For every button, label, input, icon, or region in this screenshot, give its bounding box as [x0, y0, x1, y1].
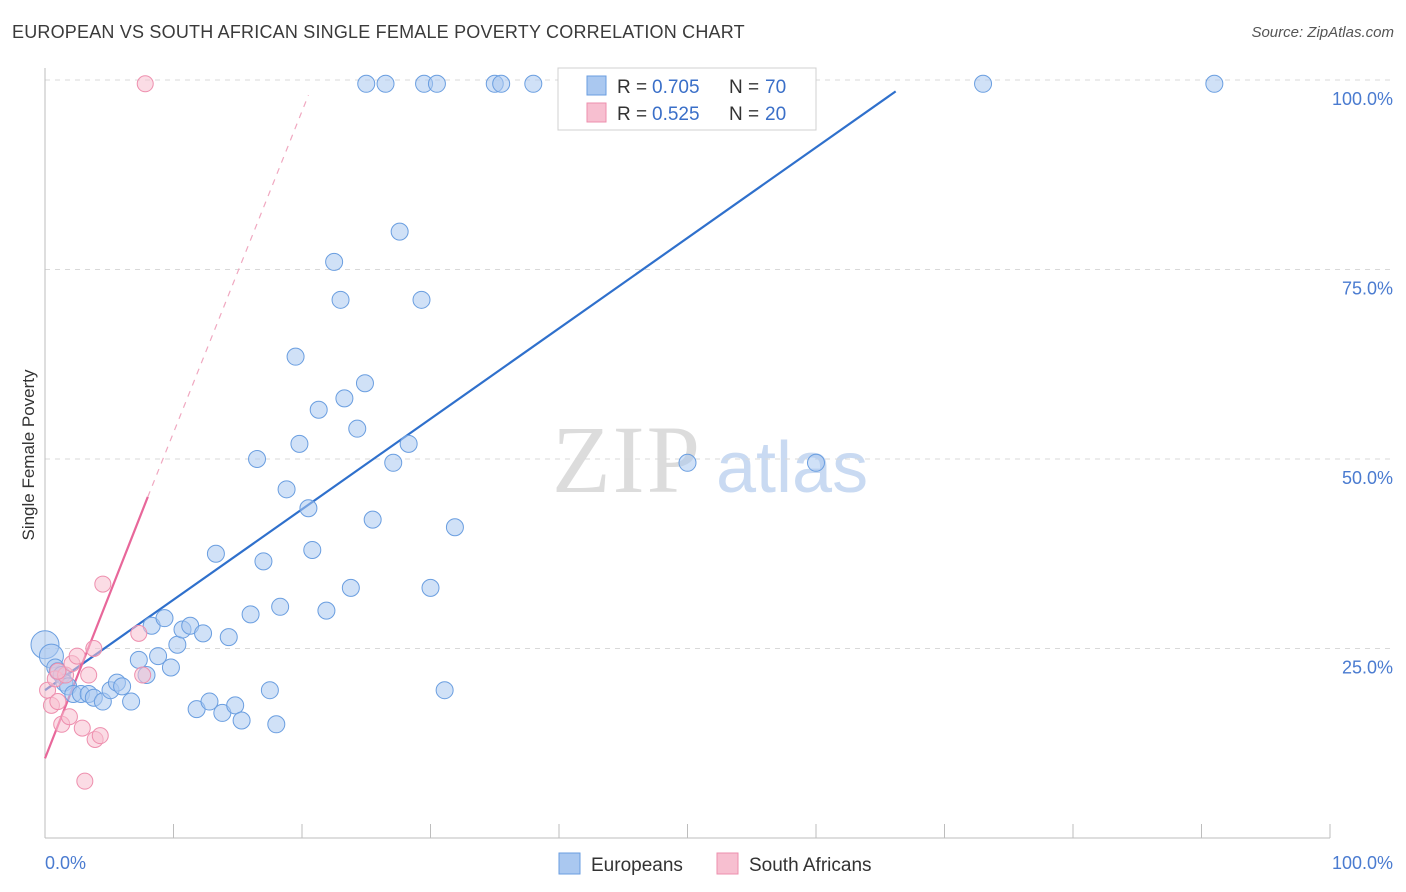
point-south-africans: [49, 693, 67, 711]
point-europeans: [113, 677, 132, 696]
point-europeans: [348, 419, 367, 438]
point-south-africans: [94, 575, 112, 593]
y-tick-label: 25.0%: [1342, 658, 1393, 678]
point-europeans: [421, 578, 440, 597]
legend-europeans-swatch: [558, 852, 581, 875]
point-europeans: [248, 450, 267, 468]
point-south-africans: [60, 708, 78, 726]
y-tick-label: 50.0%: [1342, 468, 1393, 488]
point-south-africans: [130, 624, 148, 642]
trend-lines: [43, 90, 897, 759]
point-europeans: [219, 628, 238, 647]
legend-south-africans-swatch: [716, 852, 739, 875]
legend-swatch-south-africans: [586, 102, 607, 123]
watermark-atlas: atlas: [716, 428, 868, 508]
point-europeans: [241, 605, 260, 624]
point-europeans: [206, 544, 225, 563]
point-europeans: [277, 480, 296, 499]
point-south-africans: [73, 719, 91, 737]
data-points: [30, 74, 1224, 790]
point-europeans: [290, 434, 309, 453]
legend-r-value-1: 0.705: [652, 77, 700, 98]
point-europeans: [335, 389, 354, 408]
point-europeans: [399, 434, 418, 453]
legend-europeans-label: Europeans: [591, 855, 683, 876]
point-europeans: [445, 518, 464, 537]
point-europeans: [129, 650, 148, 669]
point-south-africans: [91, 727, 109, 745]
trend-line-south-africans-extended: [147, 94, 309, 498]
point-europeans: [435, 681, 454, 700]
point-europeans: [341, 578, 360, 597]
point-south-africans: [136, 75, 154, 93]
point-south-africans: [68, 647, 86, 665]
point-europeans: [427, 74, 446, 93]
trend-line-europeans: [44, 90, 897, 692]
point-europeans: [412, 290, 431, 309]
point-europeans: [807, 453, 825, 472]
x-tick-label: 100.0%: [1332, 853, 1393, 873]
tick-labels: 25.0% 50.0% 75.0% 100.0% 0.0% 100.0%: [45, 89, 1393, 873]
point-europeans: [194, 624, 213, 643]
point-europeans: [200, 692, 219, 711]
point-europeans: [286, 347, 305, 366]
point-europeans: [155, 609, 174, 628]
point-europeans: [363, 510, 382, 529]
point-south-africans: [80, 666, 98, 684]
point-europeans: [376, 74, 395, 93]
source-label: Source: ZipAtlas.com: [1251, 24, 1394, 41]
point-europeans: [232, 711, 251, 730]
point-europeans: [357, 74, 376, 93]
point-europeans: [492, 74, 511, 93]
point-europeans: [299, 499, 318, 518]
point-europeans: [974, 74, 993, 93]
point-europeans: [168, 635, 187, 654]
legend-r-label-2: R =: [617, 104, 647, 125]
point-europeans: [678, 453, 697, 472]
legend-n-label-2: N =: [729, 104, 759, 125]
point-south-africans: [85, 640, 103, 657]
point-europeans: [149, 647, 168, 666]
point-europeans: [390, 222, 409, 241]
y-axis-label: Single Female Poverty: [19, 369, 38, 541]
point-south-africans: [49, 662, 67, 680]
legend-r-value-2: 0.525: [652, 104, 700, 125]
point-europeans: [524, 74, 543, 93]
point-europeans: [309, 400, 328, 419]
stats-legend: R = 0.705 N = 70 R = 0.525 N = 20: [557, 67, 817, 131]
point-europeans: [271, 597, 290, 616]
point-europeans: [260, 681, 279, 700]
legend-n-value-2: 20: [765, 104, 786, 125]
legend-n-value-1: 70: [765, 77, 786, 98]
series-legend: Europeans South Africans: [558, 852, 872, 876]
point-europeans: [226, 696, 245, 715]
point-europeans: [325, 252, 344, 271]
legend-r-label-1: R =: [617, 77, 647, 98]
legend-south-africans-label: South Africans: [749, 855, 872, 876]
y-tick-label: 100.0%: [1332, 89, 1393, 109]
point-europeans: [303, 540, 322, 559]
point-europeans: [384, 453, 403, 472]
legend-n-label-1: N =: [729, 77, 759, 98]
point-europeans: [355, 374, 374, 393]
chart-title: EUROPEAN VS SOUTH AFRICAN SINGLE FEMALE …: [12, 22, 745, 42]
legend-swatch-europeans: [586, 75, 607, 96]
point-south-africans: [134, 666, 152, 684]
point-europeans: [317, 601, 336, 620]
point-europeans: [161, 658, 180, 677]
point-europeans: [122, 692, 141, 711]
point-europeans: [331, 290, 350, 309]
point-south-africans: [76, 772, 94, 790]
point-europeans: [1205, 74, 1224, 93]
point-europeans: [254, 552, 273, 571]
y-tick-label: 75.0%: [1342, 279, 1393, 299]
x-tick-label: 0.0%: [45, 853, 86, 873]
point-europeans: [267, 715, 286, 734]
grid-lines: [45, 79, 1393, 649]
